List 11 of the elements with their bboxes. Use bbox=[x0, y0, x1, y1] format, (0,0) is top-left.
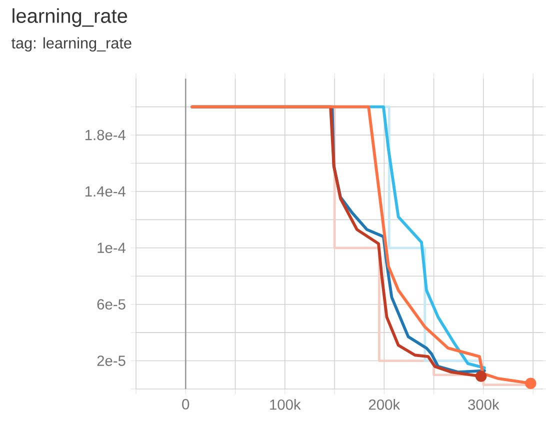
chart-subtitle: tag: learning_rate bbox=[12, 37, 132, 52]
y-tick-label: 1.4e-4 bbox=[85, 186, 126, 197]
x-tick-label: 100k bbox=[270, 399, 301, 410]
x-tick-label: 0 bbox=[182, 399, 190, 410]
y-tick-label: 6e-5 bbox=[97, 299, 126, 310]
x-tick-label: 300k bbox=[468, 399, 500, 410]
y-tick-label: 1.8e-4 bbox=[85, 130, 126, 140]
x-tick-label: 200k bbox=[369, 399, 400, 410]
chart-title: learning_rate bbox=[12, 8, 128, 27]
y-tick-label: 1e-4 bbox=[98, 242, 126, 254]
y-tick-label: 2e-5 bbox=[97, 356, 126, 366]
